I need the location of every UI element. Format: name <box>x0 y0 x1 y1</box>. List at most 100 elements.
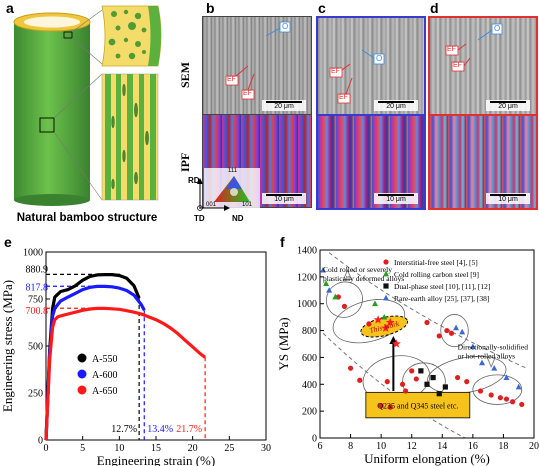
tag-o-c: O <box>376 54 383 63</box>
group-ellipse <box>332 299 406 344</box>
data-point-circle <box>497 395 503 401</box>
data-point-star <box>392 339 401 348</box>
scale-label: 10 μm <box>498 196 518 203</box>
x-tick-label: 10 <box>114 443 124 454</box>
region-arrow <box>342 268 353 281</box>
tag-ef-b1: EF <box>227 76 236 83</box>
sem-annotations <box>225 21 503 104</box>
data-point-circle <box>477 388 484 394</box>
data-point-triangle <box>469 343 476 350</box>
group-ellipse <box>440 314 469 348</box>
data-point-square <box>436 391 442 397</box>
y-tick-label: 800 <box>302 326 317 337</box>
x-tick-label: 25 <box>224 443 234 454</box>
data-point-square <box>418 368 424 374</box>
legend-marker <box>383 259 389 265</box>
data-point-triangle <box>381 313 388 320</box>
data-point-square <box>430 374 436 381</box>
axis-rd: RD <box>188 176 200 185</box>
scale-label: 10 μm <box>386 196 406 203</box>
legend-label: A-550 <box>92 354 118 365</box>
data-point-triangle <box>503 374 510 380</box>
data-point-star <box>385 317 395 327</box>
x-tick-label: 15 <box>151 443 161 454</box>
data-point-triangle <box>491 364 498 371</box>
data-point-circle <box>387 404 393 410</box>
stress-annotation: 880.9 <box>26 264 49 275</box>
scale-label: 20 μm <box>386 103 406 110</box>
data-point-triangle <box>372 300 379 307</box>
legend-marker <box>383 283 389 289</box>
annotation-q235: Q235 and Q345 steel etc. <box>377 401 458 410</box>
x-axis-label: Engineering strain (%) <box>97 453 215 466</box>
ipf-key-top: 111 <box>228 168 238 174</box>
x-tick-label: 10 <box>376 441 386 452</box>
axis-nd: ND <box>232 214 244 223</box>
data-point-triangle <box>326 287 333 293</box>
data-point-triangle <box>459 328 466 335</box>
panel-label-e: e <box>4 234 12 250</box>
legend-label: Rare-earth alloy [25], [37], [38] <box>394 294 489 303</box>
y-tick-label: 200 <box>302 407 317 418</box>
stress-annotation: 817.8 <box>26 282 49 293</box>
data-point-square <box>424 381 430 387</box>
data-point-triangle <box>479 359 486 366</box>
legend-label: Cold rolling carbon steel [9] <box>394 270 479 279</box>
x-tick-label: 20 <box>529 441 539 452</box>
y-axis-label: YS (MPa) <box>276 317 291 370</box>
y-tick-label: 250 <box>28 389 43 400</box>
chart-e: 0 5 10 15 20 25 30 0 250 500 750 1000 Engineering st… <box>0 248 271 466</box>
series-line-a-600 <box>44 284 146 441</box>
data-point-triangle <box>453 324 460 331</box>
improvement-arrow-head <box>389 335 398 344</box>
y-tick-label: 400 <box>302 380 317 391</box>
y-tick-label: 600 <box>302 353 317 364</box>
data-point-circle <box>357 377 363 383</box>
data-point-circle <box>424 319 430 326</box>
legend-marker <box>77 369 87 379</box>
y-tick-label: 1000 <box>23 248 43 259</box>
y-tick-label: 750 <box>28 295 43 306</box>
data-point-circle <box>519 401 525 408</box>
x-tick-label: 0 <box>44 443 49 454</box>
scale-bar-sem-c: 20 μm <box>374 100 418 111</box>
tag-ef-c1: EF <box>331 68 340 75</box>
scale-label: 20 μm <box>498 103 518 110</box>
region-arrow <box>486 356 496 369</box>
data-point-triangle <box>332 293 339 300</box>
y-tick-label: 1400 <box>297 246 317 257</box>
annotation-directional: Directionally-solidified or hot-rolled al… <box>458 342 529 360</box>
data-point-triangle <box>323 280 330 286</box>
data-point-circle <box>448 330 455 336</box>
data-point-circle <box>341 303 348 309</box>
x-tick-label: 5 <box>80 443 85 454</box>
panel-label-b: b <box>206 0 215 16</box>
panel-label-c: c <box>318 0 326 16</box>
tag-o-b: O <box>282 22 289 31</box>
legend-marker <box>77 353 87 363</box>
x-tick-label: 16 <box>468 441 478 452</box>
group-ellipse <box>472 374 523 405</box>
legend-label: A-600 <box>92 370 118 381</box>
bamboo-caption: Natural bamboo structure <box>16 212 158 224</box>
data-point-circle <box>436 333 442 339</box>
x-tick-label: 6 <box>318 441 323 452</box>
data-point-circle <box>366 321 372 327</box>
data-point-square <box>442 384 448 390</box>
data-point-circle <box>503 396 510 402</box>
tag-ef-d1: EF <box>447 46 456 53</box>
bamboo-illustration <box>13 5 162 206</box>
data-point-circle <box>464 379 470 385</box>
data-point-circle <box>384 379 390 385</box>
data-point-circle <box>413 376 419 382</box>
plot-frame <box>45 251 267 441</box>
chart-f: 6 8 10 12 14 16 18 200200400600800100012001400U… <box>276 246 539 466</box>
data-point-triangle <box>320 266 327 273</box>
data-point-circle <box>378 403 384 409</box>
data-point-circle <box>403 388 409 394</box>
scale-label: 20 μm <box>274 103 294 110</box>
data-point-circle <box>488 392 494 398</box>
tag-o-d: O <box>494 24 501 33</box>
legend-label: Interstitial-free steel [4], [5] <box>394 258 478 267</box>
data-point-circle <box>347 365 354 371</box>
